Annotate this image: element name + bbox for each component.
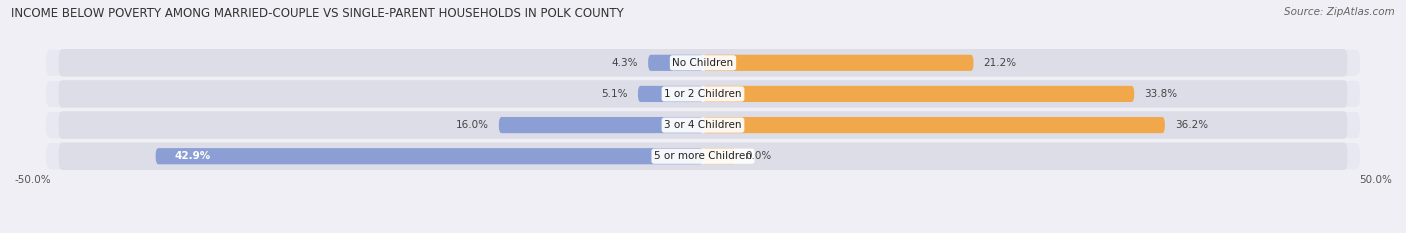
FancyBboxPatch shape	[59, 142, 1347, 170]
Text: Source: ZipAtlas.com: Source: ZipAtlas.com	[1284, 7, 1395, 17]
Text: 36.2%: 36.2%	[1175, 120, 1208, 130]
FancyBboxPatch shape	[703, 148, 735, 164]
FancyBboxPatch shape	[703, 55, 973, 71]
FancyBboxPatch shape	[46, 50, 1360, 76]
Text: 1 or 2 Children: 1 or 2 Children	[664, 89, 742, 99]
Text: 33.8%: 33.8%	[1144, 89, 1178, 99]
FancyBboxPatch shape	[46, 112, 1360, 138]
FancyBboxPatch shape	[703, 117, 1164, 133]
Text: 3 or 4 Children: 3 or 4 Children	[664, 120, 742, 130]
Text: 21.2%: 21.2%	[984, 58, 1017, 68]
Text: 50.0%: 50.0%	[1360, 175, 1392, 185]
FancyBboxPatch shape	[59, 49, 1347, 77]
FancyBboxPatch shape	[499, 117, 703, 133]
FancyBboxPatch shape	[46, 81, 1360, 107]
FancyBboxPatch shape	[703, 86, 1135, 102]
Text: 0.0%: 0.0%	[745, 151, 772, 161]
Text: -50.0%: -50.0%	[14, 175, 51, 185]
Text: 16.0%: 16.0%	[456, 120, 489, 130]
FancyBboxPatch shape	[59, 111, 1347, 139]
Text: No Children: No Children	[672, 58, 734, 68]
Text: 42.9%: 42.9%	[174, 151, 211, 161]
Text: 5.1%: 5.1%	[602, 89, 627, 99]
FancyBboxPatch shape	[46, 143, 1360, 169]
FancyBboxPatch shape	[648, 55, 703, 71]
Text: 4.3%: 4.3%	[612, 58, 638, 68]
Text: 5 or more Children: 5 or more Children	[654, 151, 752, 161]
FancyBboxPatch shape	[638, 86, 703, 102]
FancyBboxPatch shape	[156, 148, 703, 164]
FancyBboxPatch shape	[59, 80, 1347, 108]
Text: INCOME BELOW POVERTY AMONG MARRIED-COUPLE VS SINGLE-PARENT HOUSEHOLDS IN POLK CO: INCOME BELOW POVERTY AMONG MARRIED-COUPL…	[11, 7, 624, 20]
